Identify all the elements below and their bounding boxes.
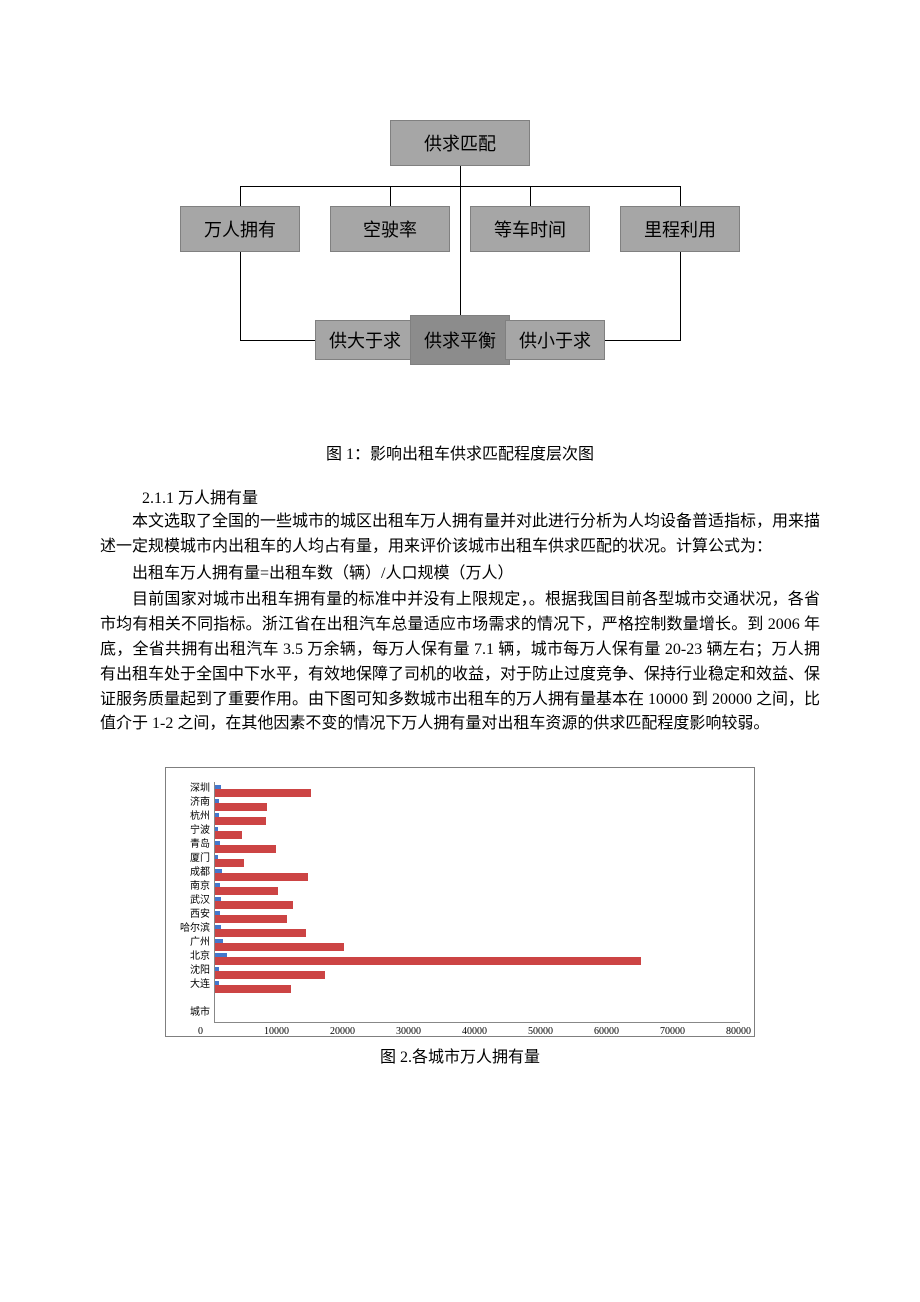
flow-connector: [390, 186, 391, 206]
flow-node-label: 里程利用: [644, 216, 716, 242]
flow-connector: [605, 340, 681, 341]
bar-chart-row: [215, 966, 740, 980]
bar-chart-row-label: 南京: [180, 880, 210, 894]
bar-segment-red: [215, 985, 291, 993]
bar-chart-row: [215, 952, 740, 966]
flow-node-label: 供小于求: [519, 327, 591, 353]
bar-chart-row-label: 宁波: [180, 824, 210, 838]
bar-chart-bars: [214, 782, 740, 1023]
bar-chart-row: [215, 840, 740, 854]
bar-chart-row: [215, 980, 740, 994]
bar-segment-red: [215, 901, 293, 909]
flow-connector: [240, 252, 241, 340]
bar-chart-row: [215, 798, 740, 812]
flow-node-label: 等车时间: [494, 216, 566, 242]
flow-connector: [680, 186, 681, 206]
flow-node-l2-2: 等车时间: [470, 206, 590, 252]
bar-segment-red: [215, 943, 344, 951]
figure-2-caption: 图 2.各城市万人拥有量: [100, 1043, 820, 1067]
flow-node-l3-0: 供大于求: [315, 320, 415, 360]
bar-chart-row: [215, 924, 740, 938]
flow-node-l2-0: 万人拥有: [180, 206, 300, 252]
flow-node-l2-3: 里程利用: [620, 206, 740, 252]
bar-chart-row-label: 广州: [180, 936, 210, 950]
bar-segment-red: [215, 971, 325, 979]
bar-chart-ylabel-last: 城市: [180, 1006, 210, 1020]
bar-chart-x-axis: 0100002000030000400005000060000700008000…: [212, 1023, 740, 1026]
bar-chart-row: [215, 882, 740, 896]
bar-segment-red: [215, 817, 266, 825]
flow-node-root-label: 供求匹配: [424, 130, 496, 156]
paragraph-1: 本文选取了全国的一些城市的城区出租车万人拥有量并对此进行分析为人均设备普适指标，…: [100, 510, 820, 560]
bar-segment-red: [215, 803, 267, 811]
paragraph-3: 目前国家对城市出租车拥有量的标准中并没有上限规定，。根据我国目前各型城市交通状况…: [100, 588, 820, 737]
bar-segment-red: [215, 887, 278, 895]
section-heading-211: 2.1.1 万人拥有量: [100, 484, 820, 508]
bar-chart-row-label: 西安: [180, 908, 210, 922]
bar-chart-row: [215, 910, 740, 924]
bar-chart-row: [215, 784, 740, 798]
bar-chart-row-label: 武汉: [180, 894, 210, 908]
bar-chart-row-label: 北京: [180, 950, 210, 964]
bar-chart-row-label: 厦门: [180, 852, 210, 866]
bar-chart-y-labels: 深圳济南杭州宁波青岛厦门成都南京武汉西安哈尔滨广州北京沈阳大连 城市: [180, 782, 214, 1023]
bar-chart-row-label: 杭州: [180, 810, 210, 824]
bar-chart-row-label: 深圳: [180, 782, 210, 796]
bar-chart-row: [215, 826, 740, 840]
bar-segment-red: [215, 957, 641, 965]
bar-chart-row: [215, 868, 740, 882]
flow-connector: [530, 186, 531, 206]
flow-connector: [680, 252, 681, 340]
bar-segment-red: [215, 915, 287, 923]
flow-connector: [240, 340, 315, 341]
paragraph-2: 出租车万人拥有量=出租车数（辆）/人口规模（万人）: [100, 562, 820, 587]
bar-segment-red: [215, 831, 242, 839]
bar-segment-red: [215, 873, 308, 881]
bar-chart-row: [215, 854, 740, 868]
flow-connector: [240, 186, 241, 206]
bar-chart-row-label: 青岛: [180, 838, 210, 852]
flow-node-l3-1: 供求平衡: [410, 315, 510, 365]
flow-node-label: 空驶率: [363, 216, 417, 242]
bar-chart-row-label: 济南: [180, 796, 210, 810]
bar-segment-red: [215, 859, 244, 867]
bar-chart-row-label: 哈尔滨: [180, 922, 210, 936]
flow-node-l3-2: 供小于求: [505, 320, 605, 360]
bar-chart-row-label: 成都: [180, 866, 210, 880]
bar-segment-red: [215, 789, 311, 797]
bar-chart-row: [215, 812, 740, 826]
flow-connector: [460, 166, 461, 320]
bar-chart-row-label: 沈阳: [180, 964, 210, 978]
flow-node-l2-1: 空驶率: [330, 206, 450, 252]
flow-node-root: 供求匹配: [390, 120, 530, 166]
bar-chart: 深圳济南杭州宁波青岛厦门成都南京武汉西安哈尔滨广州北京沈阳大连 城市 01000…: [165, 767, 755, 1037]
bar-chart-row: [215, 896, 740, 910]
bar-segment-red: [215, 929, 306, 937]
figure-1-caption: 图 1：影响出租车供求匹配程度层次图: [100, 440, 820, 464]
flow-node-label: 万人拥有: [204, 216, 276, 242]
flow-node-label: 供求平衡: [424, 327, 496, 353]
bar-segment-red: [215, 845, 276, 853]
bar-chart-row: [215, 938, 740, 952]
bar-chart-row-label: 大连: [180, 978, 210, 992]
flowchart: 供求匹配 万人拥有 空驶率 等车时间 里程利用 供大于求 供求平衡 供小于求: [180, 120, 740, 390]
flow-node-label: 供大于求: [329, 327, 401, 353]
